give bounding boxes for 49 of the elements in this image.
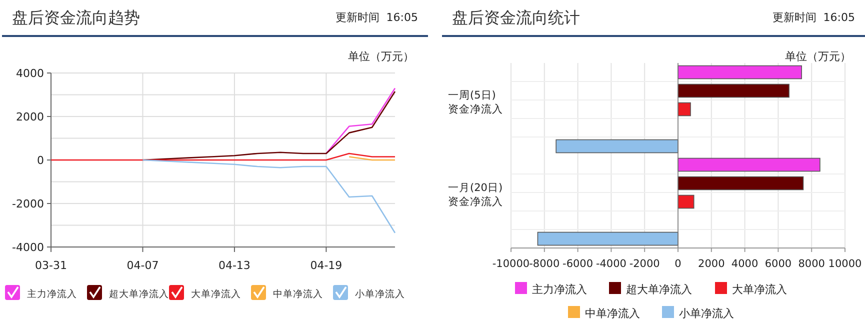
bar [678,65,802,80]
bar [678,176,804,190]
annotation: 单位（万元） [785,50,851,63]
bar [678,102,691,116]
text: 单位（万元） [348,50,414,63]
legend-label: 大单净流入 [732,283,787,296]
x-tick-label: -4000 [596,258,626,270]
x-tick-label: -6000 [562,258,594,270]
chart-title: 盘后资金流向趋势 [12,8,140,27]
x-tick-label: -8000 [529,258,560,270]
legend-label: 中单净流入 [273,288,323,300]
legend-label: 小单净流入 [679,307,734,320]
x-tick-label: 4000 [731,258,758,270]
x-tick-label: 04-07 [126,259,159,272]
x-tick-label: 8000 [798,258,825,270]
x-tick-label: -10000 [492,258,530,270]
bar [678,194,694,209]
bar [537,232,678,246]
y-tick-label: 2000 [16,110,44,124]
line-series [326,88,396,154]
bar [556,139,678,154]
chart-title: 盘后资金流向统计 [452,8,580,27]
y-tick-label: 0 [37,154,44,167]
x-tick-label: 03-31 [35,259,67,272]
x-tick-label: 6000 [764,258,792,270]
x-tick-label: 04-19 [310,259,342,272]
x-tick-label: 2000 [698,258,725,270]
legend-label: 大单净流入 [191,288,241,300]
y-tick-label: 一周(5日) 资金净流入 [448,89,503,116]
legend-label: 超大单净流入 [626,283,692,296]
text: 更新时间 16:05 [772,11,855,24]
line-series [142,90,396,161]
x-tick-label: -2000 [629,258,660,270]
legend-label: 中单净流入 [585,307,640,320]
legend-label: 主力净流入 [27,288,77,300]
line-series [142,159,396,234]
legend-label: 主力净流入 [532,283,587,296]
x-tick-label: 10000 [828,258,862,270]
x-tick-label: 0 [674,258,682,270]
bar [678,158,820,172]
y-tick-label: 4000 [16,67,44,80]
legend-label: 小单净流入 [355,288,405,300]
y-tick-label: 一月(20日) 资金净流入 [448,182,503,208]
x-tick-label: 04-13 [218,259,250,272]
y-tick-label: -4000 [12,241,44,254]
text: 更新时间 16:05 [335,11,418,24]
bar [678,84,790,98]
legend-label: 超大单净流入 [109,288,169,300]
y-tick-label: -2000 [12,198,44,210]
